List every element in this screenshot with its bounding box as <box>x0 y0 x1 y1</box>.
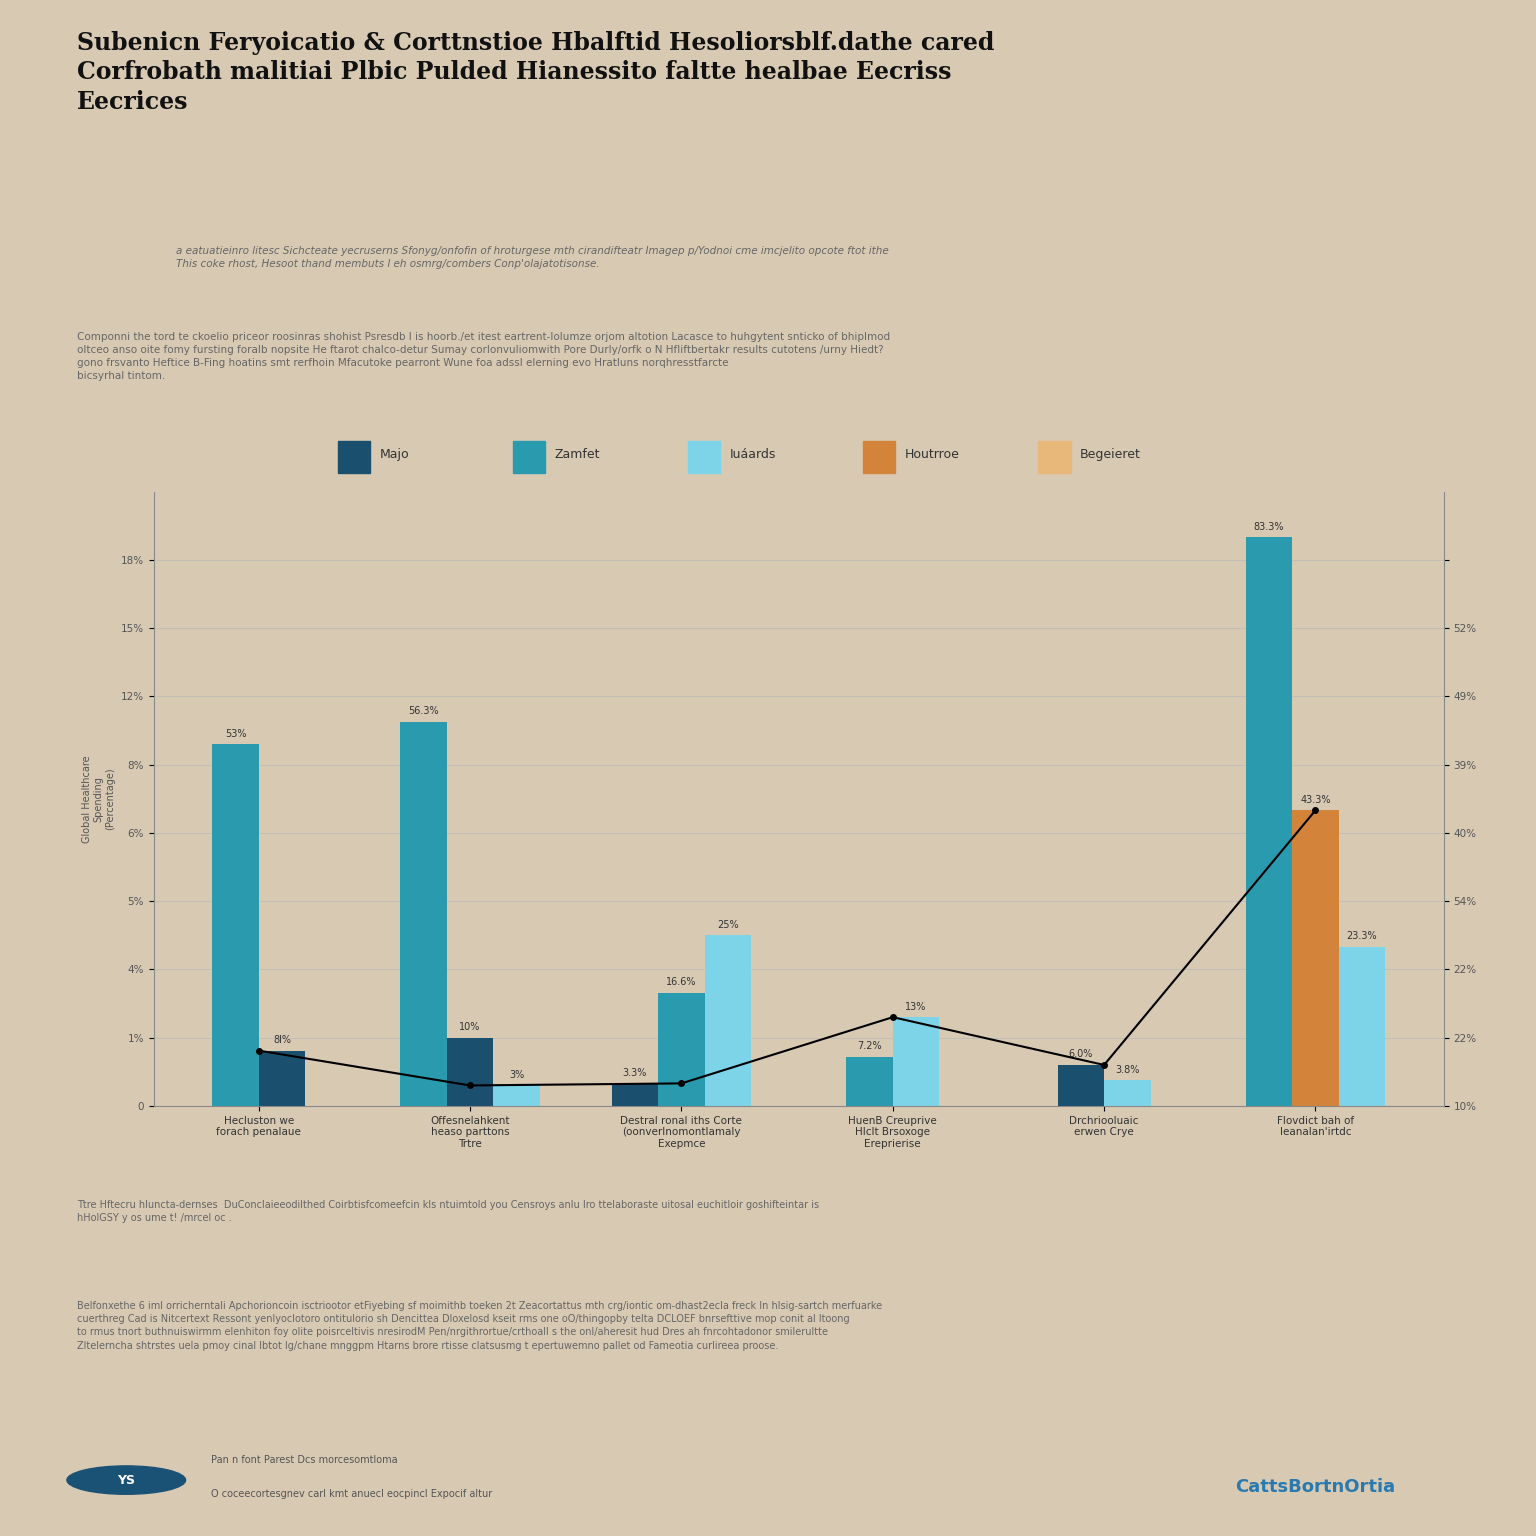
Text: 8l%: 8l% <box>273 1035 290 1044</box>
Bar <box>863 441 895 473</box>
Y-axis label: Global Healthcare
Spending
(Percentage): Global Healthcare Spending (Percentage) <box>81 754 115 843</box>
Text: Begeieret: Begeieret <box>1080 449 1141 461</box>
Text: 43.3%: 43.3% <box>1299 794 1330 805</box>
Bar <box>892 1017 938 1106</box>
Bar <box>1339 946 1385 1106</box>
Text: Majo: Majo <box>379 449 409 461</box>
Text: 53%: 53% <box>224 728 246 739</box>
Text: Zamfet: Zamfet <box>554 449 601 461</box>
Text: Ttre Hftecru hluncta-dernses  DuConclaieeodilthed Coirbtisfcomeefcin kls ntuimto: Ttre Hftecru hluncta-dernses DuConclaiee… <box>77 1200 819 1223</box>
Text: 16.6%: 16.6% <box>667 977 697 988</box>
Bar <box>212 743 258 1106</box>
Bar <box>493 1086 539 1106</box>
Text: Houtrroe: Houtrroe <box>905 449 960 461</box>
Text: Belfonxethe 6 iml orricherntali Apchorioncoin isctriootor etFiyebing sf moimithb: Belfonxethe 6 iml orricherntali Apchorio… <box>77 1301 882 1350</box>
Text: 25%: 25% <box>717 920 739 929</box>
Bar <box>688 441 720 473</box>
Text: 3%: 3% <box>508 1071 524 1080</box>
Bar <box>705 935 751 1106</box>
Text: CattsBortnOrtia: CattsBortnOrtia <box>1235 1478 1396 1496</box>
Text: 83.3%: 83.3% <box>1253 522 1284 531</box>
Text: Iuáards: Iuáards <box>730 449 776 461</box>
Text: O coceecortesgnev carl kmt anuecl eocpincl Expocif altur: O coceecortesgnev carl kmt anuecl eocpin… <box>210 1488 493 1499</box>
Text: 3.3%: 3.3% <box>622 1068 647 1078</box>
Bar <box>1038 441 1071 473</box>
Bar <box>1058 1064 1104 1106</box>
Bar <box>447 1038 493 1106</box>
Text: YS: YS <box>117 1473 135 1487</box>
Text: 10%: 10% <box>459 1021 481 1032</box>
Bar <box>338 441 370 473</box>
Bar <box>1104 1080 1150 1106</box>
Text: 3.8%: 3.8% <box>1115 1064 1140 1075</box>
Bar <box>401 722 447 1106</box>
Text: 7.2%: 7.2% <box>857 1041 882 1051</box>
Text: Pan n font Parest Dcs morcesomtloma: Pan n font Parest Dcs morcesomtloma <box>210 1455 398 1465</box>
Text: 56.3%: 56.3% <box>409 707 439 716</box>
Text: 13%: 13% <box>905 1001 926 1012</box>
Text: Subenicn Feryoicatio & Corttnstioe Hbalftid Hesoliorsblf.dathe cared
Corfrobath : Subenicn Feryoicatio & Corttnstioe Hbalf… <box>77 31 994 114</box>
Bar <box>611 1083 659 1106</box>
Circle shape <box>68 1465 186 1495</box>
Bar <box>846 1057 892 1106</box>
Text: Componni the tord te ckoelio priceor roosinras shohist Psresdb I is hoorb./et it: Componni the tord te ckoelio priceor roo… <box>77 332 889 381</box>
Text: a eatuatieinro litesc Sichcteate yecruserns Sfonyg/onfofin of hroturgese mth cir: a eatuatieinro litesc Sichcteate yecruse… <box>175 246 888 269</box>
Text: 23.3%: 23.3% <box>1347 931 1378 942</box>
Bar <box>659 992 705 1106</box>
Bar <box>1246 538 1292 1106</box>
Bar <box>513 441 545 473</box>
Bar <box>1292 811 1339 1106</box>
Text: 6.0%: 6.0% <box>1069 1049 1094 1060</box>
Bar <box>258 1051 306 1106</box>
